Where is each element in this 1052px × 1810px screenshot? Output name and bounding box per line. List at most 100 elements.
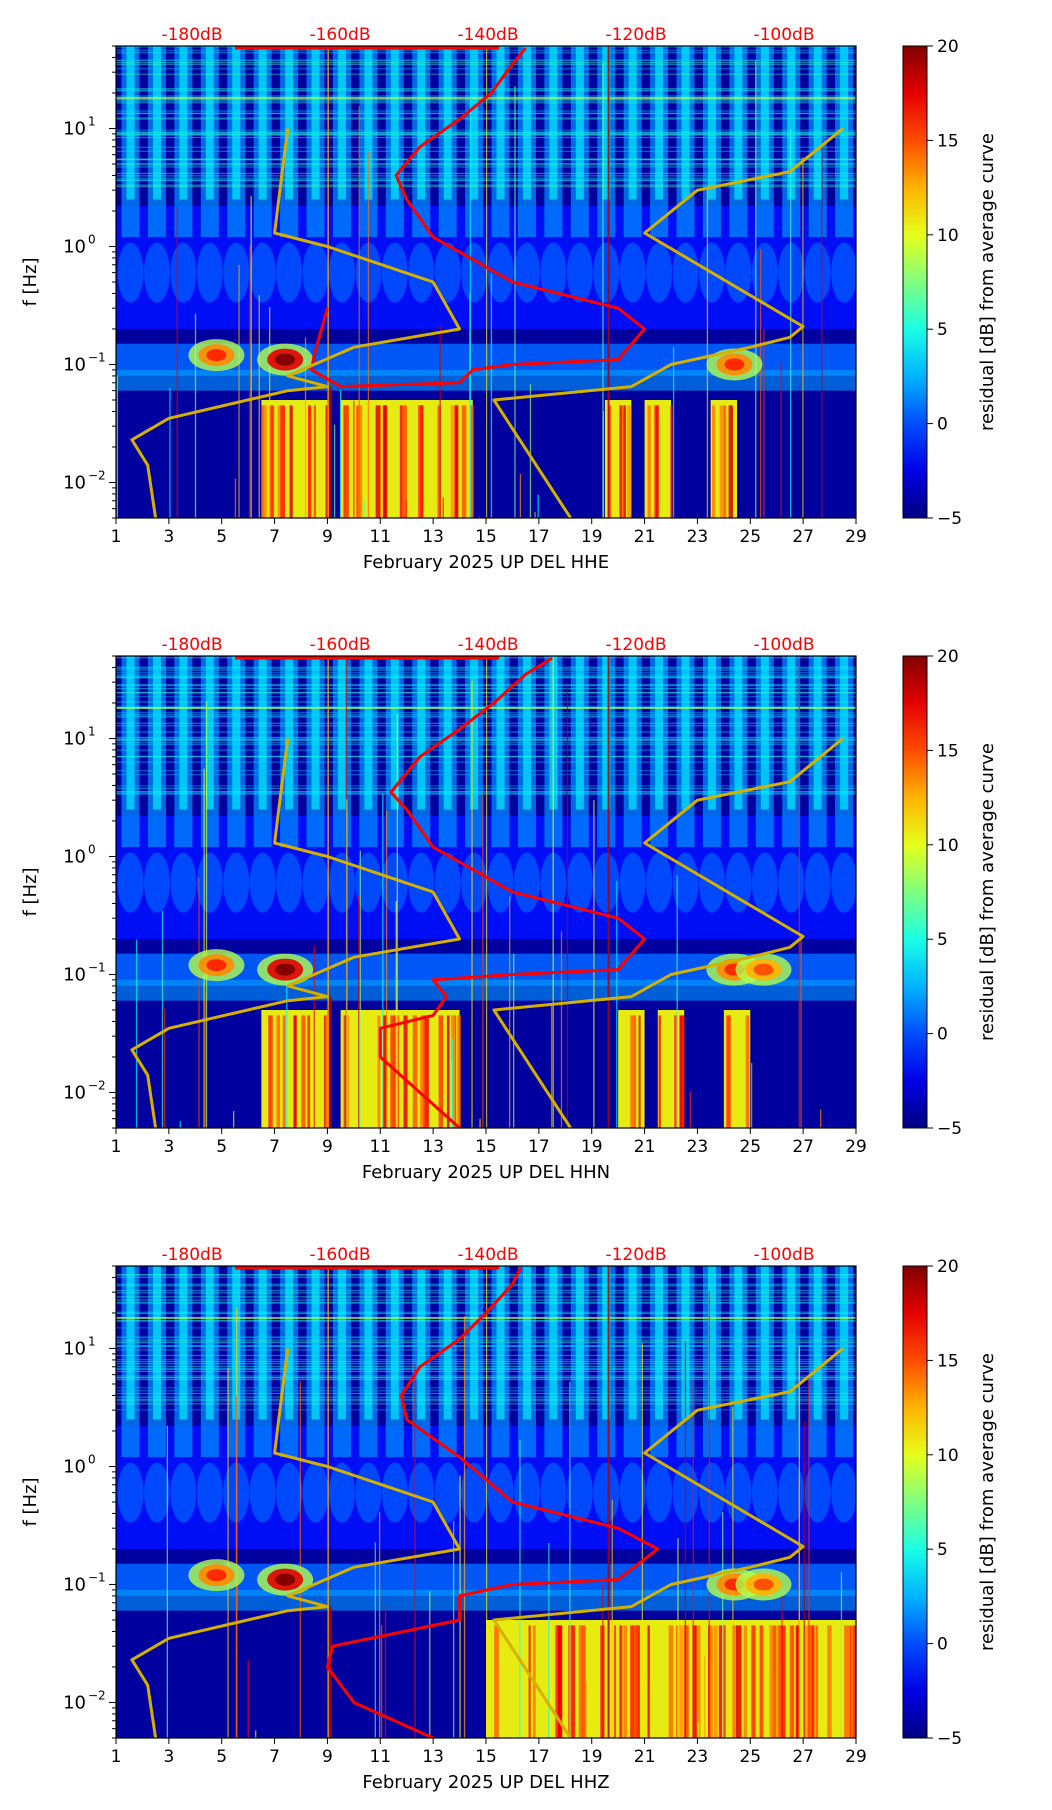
x-tick-label: 15 (475, 527, 497, 547)
y-tick-exponent: 0 (88, 232, 96, 246)
top-db-tick: -140dB (457, 635, 518, 655)
colorbar-tick-label: 5 (937, 1540, 948, 1560)
x-tick-label: 27 (792, 527, 814, 547)
top-db-tick: -160dB (309, 635, 370, 655)
x-tick-label: 5 (216, 1137, 227, 1157)
y-tick-exponent: 1 (88, 724, 96, 738)
yellow-curve-1 (130, 128, 462, 518)
x-tick-label: 25 (739, 1747, 761, 1767)
y-tick-exponent: −1 (88, 350, 106, 364)
x-tick-label: 13 (422, 1747, 444, 1767)
x-tick-label: 1 (111, 1137, 122, 1157)
y-tick-label: 10 (63, 964, 86, 985)
colorbar-tick-label: 15 (937, 1351, 959, 1371)
colorbar-tick-label: 20 (937, 37, 959, 57)
x-tick-label: 27 (792, 1747, 814, 1767)
y-tick-exponent: −2 (88, 1688, 106, 1702)
yellow-curve-2 (492, 127, 844, 518)
heatmap-field (116, 46, 856, 518)
top-db-tick: -120dB (605, 635, 666, 655)
colorbar-label: residual [dB] from average curve (977, 133, 998, 431)
colorbar-tick-label: 0 (937, 415, 948, 435)
top-db-tick: -180dB (161, 1245, 222, 1265)
colorbar-tick-label: 10 (937, 226, 959, 246)
x-tick-label: 17 (528, 1137, 550, 1157)
colorbar-tick-label: 10 (937, 836, 959, 856)
heatmap-field (116, 656, 856, 1128)
y-tick-exponent: 1 (88, 114, 96, 128)
x-tick-label: 19 (581, 527, 603, 547)
colorbar-tick-label: −5 (937, 509, 962, 529)
x-tick-label: 7 (269, 527, 280, 547)
x-tick-label: 7 (269, 1747, 280, 1767)
x-tick-label: 5 (216, 1747, 227, 1767)
colorbar-tick-label: −5 (937, 1729, 962, 1749)
x-tick-label: 27 (792, 1137, 814, 1157)
x-tick-label: 1 (111, 527, 122, 547)
red-curve (378, 656, 647, 1128)
y-tick-exponent: −2 (88, 468, 106, 482)
colorbar (902, 45, 928, 519)
top-db-tick: -140dB (457, 1245, 518, 1265)
x-axis-label: February 2025 UP DEL HHE (363, 552, 609, 573)
red-curve (325, 1267, 660, 1738)
top-db-tick: -160dB (309, 25, 370, 45)
colorbar (902, 1265, 928, 1739)
colorbar-tick-label: 0 (937, 1635, 948, 1655)
x-tick-label: 9 (322, 1137, 333, 1157)
heatmap-field (116, 1266, 856, 1738)
colorbar-tick-label: 15 (937, 131, 959, 151)
x-tick-label: 15 (475, 1137, 497, 1157)
top-db-tick: -120dB (605, 1245, 666, 1265)
x-tick-label: 3 (163, 1747, 174, 1767)
colorbar-tick-label: 5 (937, 320, 948, 340)
x-tick-label: 23 (687, 1747, 709, 1767)
y-axis-label: f [Hz] (20, 1477, 41, 1526)
y-tick-label: 10 (63, 118, 86, 139)
y-tick-label: 10 (63, 1082, 86, 1103)
top-db-tick: -120dB (605, 25, 666, 45)
x-tick-label: 11 (369, 1137, 391, 1157)
red-curve (310, 47, 647, 389)
top-db-tick: -160dB (309, 1245, 370, 1265)
y-tick-label: 10 (63, 1692, 86, 1713)
x-tick-label: 25 (739, 527, 761, 547)
x-tick-label: 3 (163, 527, 174, 547)
y-tick-exponent: 1 (88, 1334, 96, 1348)
y-axis-label: f [Hz] (20, 257, 41, 306)
y-tick-exponent: 0 (88, 842, 96, 856)
x-tick-label: 13 (422, 1137, 444, 1157)
top-db-tick: -100dB (753, 1245, 814, 1265)
colorbar-tick-label: 20 (937, 1257, 959, 1277)
colorbar-tick-label: 0 (937, 1025, 948, 1045)
y-tick-exponent: −1 (88, 960, 106, 974)
x-tick-label: 3 (163, 1137, 174, 1157)
y-tick-label: 10 (63, 472, 86, 493)
x-tick-label: 1 (111, 1747, 122, 1767)
colorbar-tick-label: 5 (937, 930, 948, 950)
x-tick-label: 21 (634, 1747, 656, 1767)
colorbar-tick-label: 15 (937, 741, 959, 761)
x-tick-label: 21 (634, 1137, 656, 1157)
x-tick-label: 19 (581, 1747, 603, 1767)
yellow-curve-2 (492, 737, 844, 1128)
top-db-tick: -180dB (161, 635, 222, 655)
x-tick-label: 17 (528, 1747, 550, 1767)
x-tick-label: 23 (687, 1137, 709, 1157)
y-axis-label: f [Hz] (20, 867, 41, 916)
y-tick-exponent: −2 (88, 1078, 106, 1092)
y-tick-label: 10 (63, 1574, 86, 1595)
yellow-curve-1 (130, 1348, 462, 1738)
x-tick-label: 15 (475, 1747, 497, 1767)
x-tick-label: 29 (845, 527, 867, 547)
colorbar-tick-label: −5 (937, 1119, 962, 1139)
x-tick-label: 29 (845, 1137, 867, 1157)
x-axis-label: February 2025 UP DEL HHN (362, 1162, 610, 1183)
yellow-curve-1 (130, 738, 462, 1128)
x-tick-label: 21 (634, 527, 656, 547)
top-db-tick: -100dB (753, 25, 814, 45)
x-tick-label: 25 (739, 1137, 761, 1157)
